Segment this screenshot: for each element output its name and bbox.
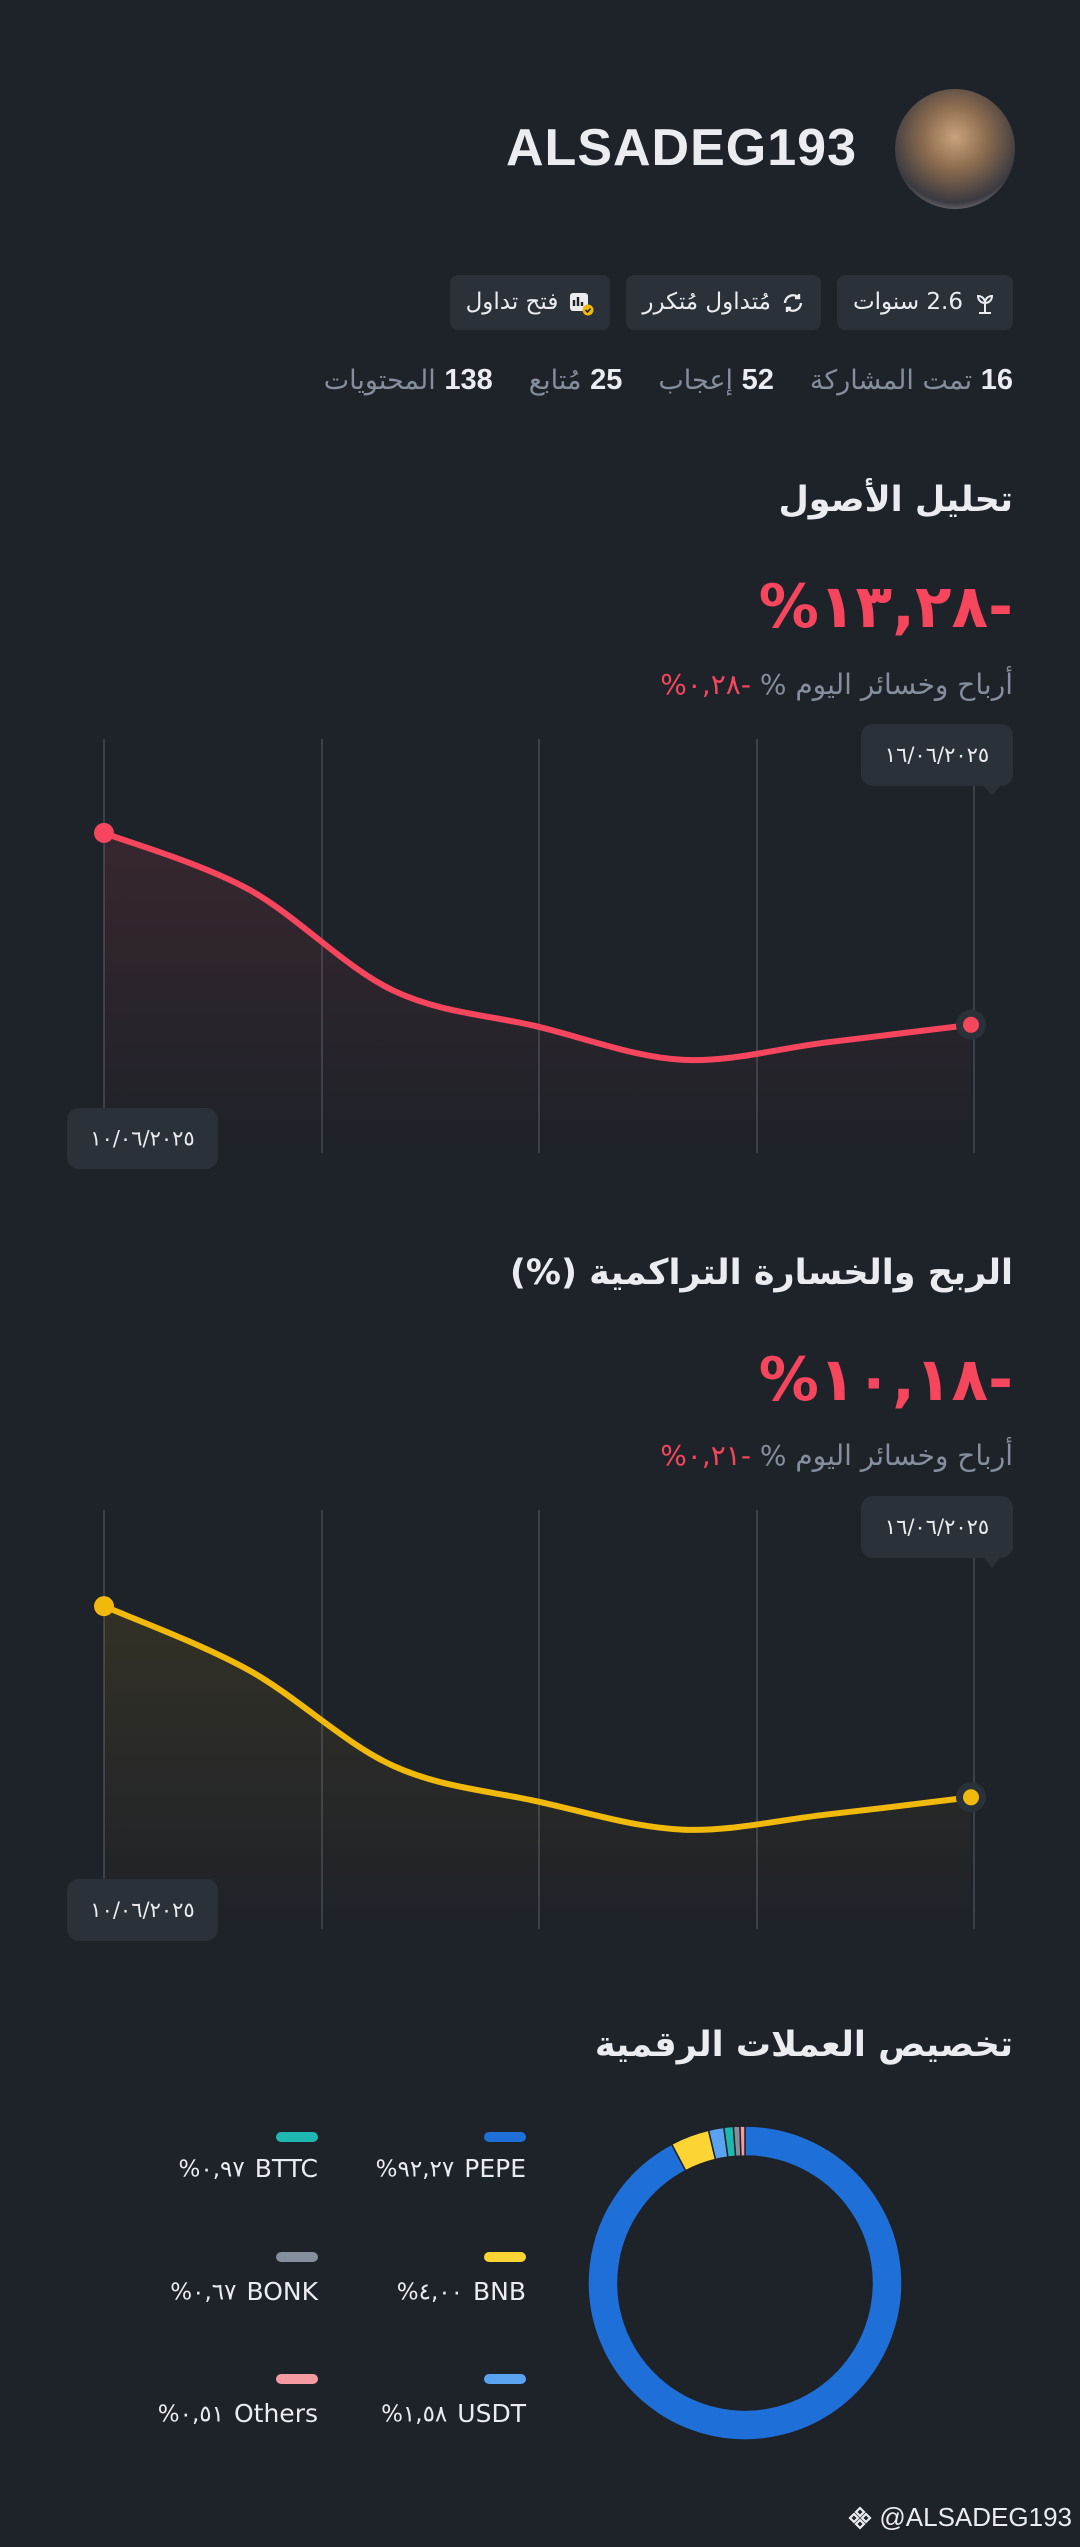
date-label: ١٠/٠٦/٢٠٢٥ bbox=[90, 1127, 194, 1151]
legend-value: %١,٥٨ bbox=[381, 2402, 447, 2428]
stat[interactable]: 138 المحتويات bbox=[324, 364, 493, 397]
stat[interactable]: 52 إعجاب bbox=[658, 364, 774, 397]
date-label: ١٦/٠٦/٢٠٢٥ bbox=[885, 743, 989, 767]
date-label: ١٠/٠٦/٢٠٢٥ bbox=[90, 1898, 194, 1922]
stat-label: تمت المشاركة bbox=[809, 365, 973, 396]
legend-swatch bbox=[276, 2374, 318, 2384]
today-label: أرباح وخسائر اليوم % bbox=[759, 1439, 1013, 1472]
stat-value: 52 bbox=[741, 364, 774, 396]
today-value: %٠,٢٨- bbox=[660, 668, 751, 701]
section-title: تخصيص العملات الرقمية bbox=[594, 2025, 1013, 2065]
headline-text: %١٠,١٨- bbox=[758, 1345, 1013, 1415]
stats: 16 تمت المشاركة 52 إعجاب 25 مُتابع 138 ا… bbox=[324, 364, 1013, 397]
headline-value: %١٠,١٨- bbox=[759, 1345, 1013, 1415]
badge[interactable]: فتح تداول bbox=[449, 275, 611, 330]
username: ALSADEG193 bbox=[506, 119, 857, 177]
legend-value: %٩٢,٢٧ bbox=[376, 2157, 455, 2183]
avatar[interactable] bbox=[895, 89, 1015, 209]
badge[interactable]: 2.6 سنوات bbox=[836, 275, 1013, 330]
stat-label: مُتابع bbox=[528, 365, 582, 396]
legend-name: BONK bbox=[247, 2277, 319, 2306]
date-label: ١٦/٠٦/٢٠٢٥ bbox=[885, 1515, 989, 1539]
start-dot bbox=[94, 1596, 114, 1617]
line bbox=[101, 829, 974, 1064]
today-value: %٠,٢١- bbox=[660, 1439, 751, 1472]
date-tooltip bbox=[67, 1108, 218, 1169]
legend-swatch bbox=[484, 2252, 526, 2262]
badge-text: فتح تداول bbox=[465, 289, 559, 315]
icon bbox=[783, 293, 803, 312]
legend-value: %٠,٥١ bbox=[158, 2402, 224, 2428]
badge-text: مُتداول مُتكرر bbox=[642, 289, 771, 315]
stat-value: 25 bbox=[590, 364, 623, 396]
legend-value: %٠,٩٧ bbox=[179, 2157, 245, 2183]
headline-text: %١٣,٢٨- bbox=[758, 572, 1013, 642]
date-tooltip bbox=[861, 1496, 1013, 1558]
legend-swatch bbox=[276, 2132, 318, 2142]
badge[interactable]: مُتداول مُتكرر bbox=[626, 275, 821, 330]
legend-name: PEPE bbox=[464, 2154, 526, 2183]
area bbox=[104, 832, 971, 1153]
donut-slice bbox=[587, 2125, 903, 2441]
headline-value: %١٣,٢٨- bbox=[759, 572, 1013, 642]
section-title: الربح والخسارة التراكمية (%) bbox=[509, 1253, 1013, 1293]
legend-value: %٤,٠٠ bbox=[397, 2280, 463, 2306]
icon bbox=[976, 294, 994, 314]
today-pnl: أرباح وخسائر اليوم % %٠,٢٨- bbox=[660, 668, 1013, 701]
today-pnl: أرباح وخسائر اليوم % %٠,٢١- bbox=[660, 1439, 1013, 1472]
legend-name: BNB bbox=[473, 2277, 526, 2306]
start-dot bbox=[94, 822, 114, 843]
badges: 2.6 سنوات مُتداول مُتكرر فتح تداول bbox=[449, 275, 1013, 330]
end-dot bbox=[963, 1789, 979, 1806]
line bbox=[101, 1603, 974, 1833]
stat-value: 138 bbox=[444, 364, 493, 396]
date-tooltip bbox=[861, 724, 1013, 786]
donut-slice bbox=[739, 2125, 746, 2157]
stat-label: إعجاب bbox=[658, 365, 734, 396]
handle: @ALSADEG193 bbox=[879, 2502, 1072, 2532]
logo bbox=[848, 2505, 872, 2530]
legend-name: Others bbox=[234, 2399, 318, 2428]
tooltip-pointer bbox=[984, 786, 1000, 796]
legend-name: USDT bbox=[457, 2399, 526, 2428]
legend-value: %٠,٦٧ bbox=[170, 2280, 236, 2306]
badge-text: 2.6 سنوات bbox=[852, 289, 963, 315]
stat-value: 16 bbox=[980, 364, 1013, 396]
end-dot bbox=[963, 1016, 979, 1033]
legend-swatch bbox=[276, 2252, 318, 2262]
legend-swatch bbox=[484, 2374, 526, 2384]
legend-name: BTTC bbox=[255, 2154, 318, 2183]
stat[interactable]: 25 مُتابع bbox=[529, 364, 623, 397]
tooltip-pointer bbox=[984, 1558, 1000, 1568]
section-title: تحليل الأصول bbox=[778, 480, 1013, 520]
icon bbox=[570, 292, 594, 315]
today-label: أرباح وخسائر اليوم % bbox=[759, 668, 1013, 701]
stat[interactable]: 16 تمت المشاركة bbox=[810, 364, 1013, 397]
date-tooltip bbox=[67, 1879, 218, 1941]
legend-swatch bbox=[484, 2132, 526, 2142]
footer: @ALSADEG193 bbox=[847, 2502, 1072, 2533]
stat-label: المحتويات bbox=[323, 365, 436, 396]
area bbox=[104, 1606, 971, 1929]
